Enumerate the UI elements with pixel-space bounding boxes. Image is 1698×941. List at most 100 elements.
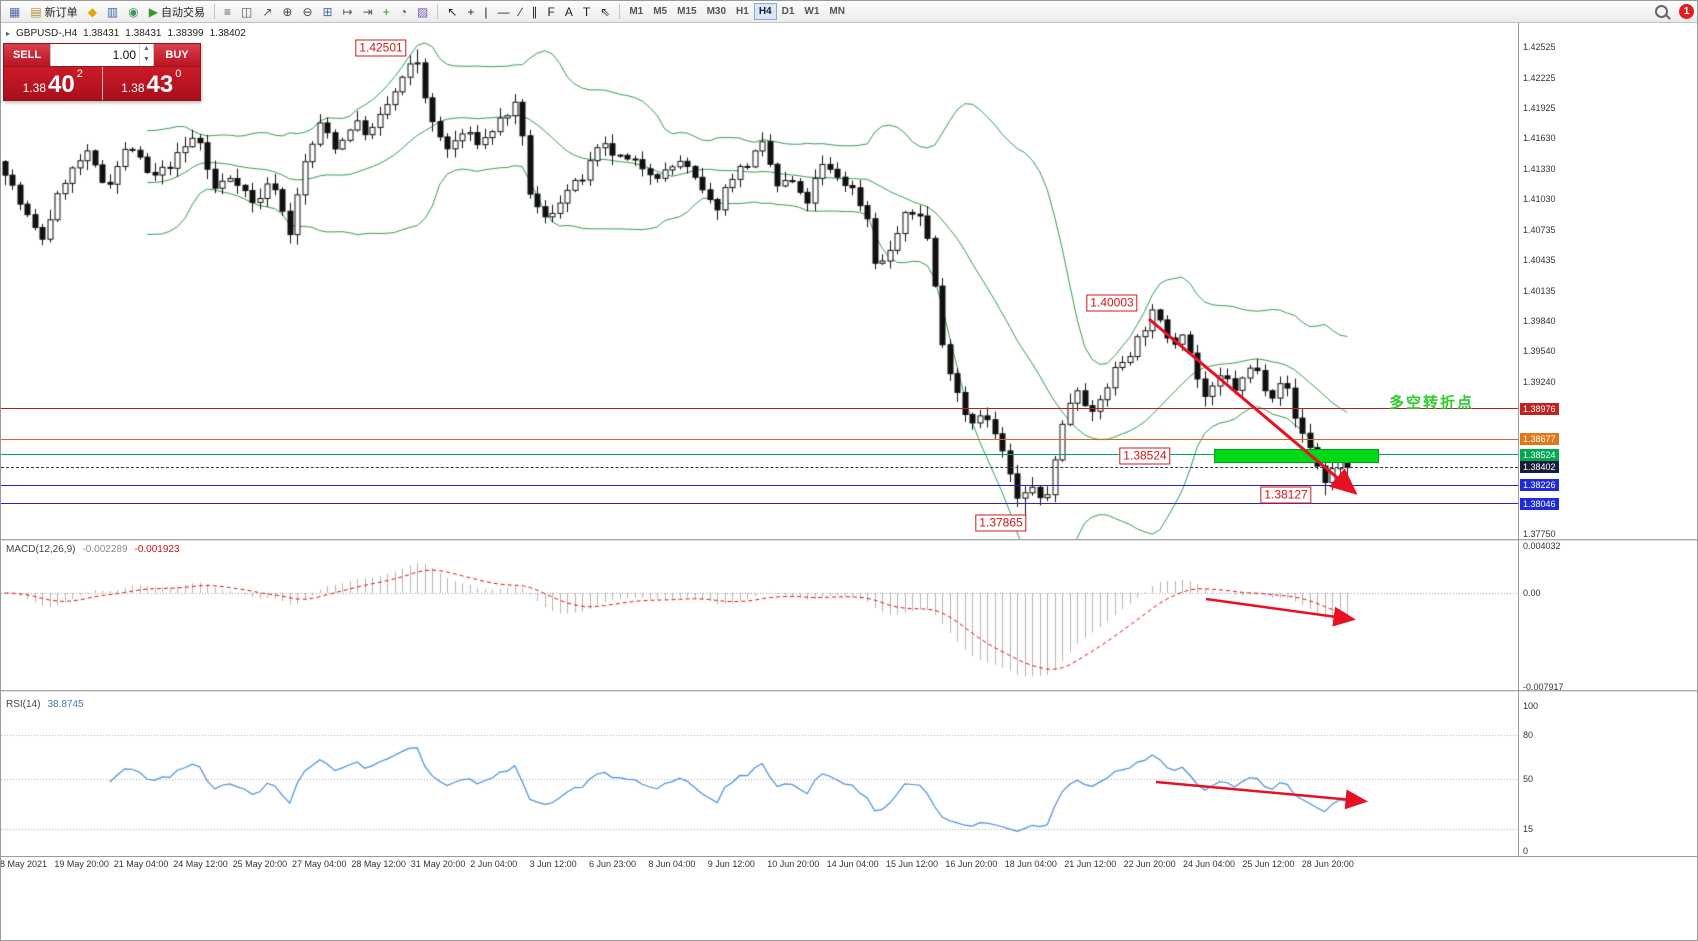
macd-canvas[interactable] xyxy=(1,541,1519,691)
market-watch-icon: ▥ xyxy=(106,4,119,19)
macd-value-main: -0.002289 xyxy=(82,544,128,555)
chart-symbol: GBPUSD-,H4 xyxy=(16,28,78,39)
horizontal-line-button[interactable]: — xyxy=(494,3,514,21)
auto-trading-label: 自动交易 xyxy=(160,6,205,19)
zoom-in-button[interactable]: ⊕ xyxy=(278,3,296,21)
chart-profiles-button[interactable]: ◆ xyxy=(84,3,101,21)
annotation-text[interactable]: 多空转折点 xyxy=(1389,394,1475,412)
crosshair-button[interactable]: + xyxy=(463,3,478,21)
text-button[interactable]: A xyxy=(561,3,577,21)
timeframe-h1-button[interactable]: H1 xyxy=(731,3,754,20)
time-axis-label: 27 May 04:00 xyxy=(292,859,347,869)
trendline-button[interactable]: ∕ xyxy=(516,3,526,21)
panel-divider-rsi[interactable] xyxy=(1,690,1697,692)
level-line-1.38046[interactable] xyxy=(1,503,1518,505)
level-line-1.38226[interactable] xyxy=(1,484,1518,486)
price-callout-1.42501[interactable]: 1.42501 xyxy=(355,39,407,57)
price-axis-tick: 1.41330 xyxy=(1523,163,1556,174)
search-button[interactable] xyxy=(1651,3,1672,21)
level-line-1.38677[interactable] xyxy=(1,438,1518,440)
new-chart-button[interactable]: ▦ xyxy=(5,3,24,21)
timeframe-m1-button[interactable]: M1 xyxy=(624,3,648,20)
ohlc-high: 1.38431 xyxy=(125,28,162,39)
buy-button[interactable]: BUY xyxy=(154,44,200,66)
cursor-button[interactable]: ↖ xyxy=(443,3,461,21)
time-axis-label: 9 Jun 12:00 xyxy=(707,859,755,869)
templates-button[interactable]: ▨ xyxy=(413,3,432,21)
chart-shift-button[interactable]: ⇥ xyxy=(359,3,377,21)
time-axis-label: 8 Jun 04:00 xyxy=(648,859,696,869)
navigator-button[interactable]: ◉ xyxy=(124,3,142,21)
price-axis-tick: 1.39540 xyxy=(1523,346,1556,357)
indicators-icon: + xyxy=(382,4,390,19)
timeframe-d1-button[interactable]: D1 xyxy=(777,3,800,20)
chart-shift-icon: ⇥ xyxy=(362,4,373,19)
time-axis-label: 2 Jun 04:00 xyxy=(470,859,518,869)
support-zone-highlight[interactable] xyxy=(1214,448,1379,463)
vertical-line-button[interactable]: | xyxy=(480,3,491,21)
sell-price[interactable]: 1.38 40 2 xyxy=(4,67,102,100)
price-badge-1.38677: 1.38677 xyxy=(1520,433,1559,446)
macd-axis-tick: -0.007917 xyxy=(1523,682,1564,692)
volume-up-icon[interactable]: ▲ xyxy=(143,45,150,52)
rsi-axis-tick: 15 xyxy=(1523,824,1534,834)
timeframe-mn-button[interactable]: MN xyxy=(824,3,850,20)
volume-stepper: ▲ ▼ xyxy=(50,44,154,66)
equidistant-channel-button[interactable]: ∥ xyxy=(528,3,542,21)
trendline-icon: ∕ xyxy=(519,4,522,19)
timeframe-m30-button[interactable]: M30 xyxy=(702,3,731,20)
horizontal-line-icon: — xyxy=(497,4,510,19)
arrows-objects-button[interactable]: ⇖ xyxy=(596,3,614,21)
price-callout-1.38524[interactable]: 1.38524 xyxy=(1119,447,1171,465)
notification-badge[interactable]: 1 xyxy=(1679,4,1694,19)
auto-scroll-button[interactable]: ↦ xyxy=(339,3,357,21)
text-label-button[interactable]: T xyxy=(579,3,594,21)
price-callout-1.37865[interactable]: 1.37865 xyxy=(975,514,1027,532)
time-axis-label: 31 May 20:00 xyxy=(410,859,466,869)
market-watch-button[interactable]: ▥ xyxy=(103,3,122,21)
price-badge-1.38524: 1.38524 xyxy=(1520,448,1559,461)
text-label-icon: T xyxy=(582,4,591,19)
timeframe-h4-button[interactable]: H4 xyxy=(753,3,777,20)
periods-icon: ◔ xyxy=(399,4,407,19)
crosshair-icon: + xyxy=(467,4,475,19)
level-line-1.38524[interactable] xyxy=(1,454,1518,456)
price-callout-1.40003[interactable]: 1.40003 xyxy=(1086,294,1138,312)
level-line-1.38976[interactable] xyxy=(1,408,1518,410)
timeframe-m15-button[interactable]: M15 xyxy=(672,3,701,20)
volume-input[interactable] xyxy=(51,44,139,66)
timeframe-m5-button[interactable]: M5 xyxy=(648,3,672,20)
rsi-axis-tick: 0 xyxy=(1523,846,1529,856)
price-axis-tick: 1.41630 xyxy=(1523,133,1556,144)
toolbar-separator xyxy=(619,4,621,19)
new-order-button[interactable]: ▤ 新订单 xyxy=(26,3,81,21)
price-badge-1.38976: 1.38976 xyxy=(1520,402,1559,415)
fibonacci-button[interactable]: F xyxy=(544,3,559,21)
timeframe-w1-button[interactable]: W1 xyxy=(799,3,824,20)
price-badge-1.38226: 1.38226 xyxy=(1520,479,1559,492)
panel-divider-macd[interactable] xyxy=(1,539,1697,541)
buy-price[interactable]: 1.38 43 0 xyxy=(103,67,201,100)
tile-windows-button[interactable]: ⊞ xyxy=(319,3,337,21)
price-axis-tick: 1.42525 xyxy=(1523,41,1556,52)
periods-button[interactable]: ◔ xyxy=(396,3,411,21)
level-line-1.38402[interactable] xyxy=(1,466,1518,468)
new-order-icon: ▤ xyxy=(30,4,42,19)
zoom-out-button[interactable]: ⊖ xyxy=(298,3,316,21)
line-chart-button[interactable]: ↗ xyxy=(258,3,276,21)
indicators-button[interactable]: + xyxy=(379,3,394,21)
price-callout-1.38127[interactable]: 1.38127 xyxy=(1260,486,1312,504)
rsi-indicator-label: RSI(14) 38.8745 xyxy=(6,699,84,710)
sell-price-sup: 2 xyxy=(76,68,83,80)
rsi-canvas[interactable] xyxy=(1,693,1519,856)
bar-chart-button[interactable]: ≡ xyxy=(220,3,235,21)
candlestick-chart-button[interactable]: ◫ xyxy=(237,3,256,21)
rsi-value: 38.8745 xyxy=(47,699,84,710)
volume-down-icon[interactable]: ▼ xyxy=(143,56,150,63)
ohlc-low: 1.38399 xyxy=(167,28,204,39)
price-axis-tick: 1.40135 xyxy=(1523,285,1556,296)
trade-panel-controls: SELL ▲ ▼ BUY xyxy=(4,44,200,67)
auto-trading-button[interactable]: ▶ 自动交易 xyxy=(145,3,209,21)
cursor-icon: ↖ xyxy=(447,4,458,19)
sell-button[interactable]: SELL xyxy=(4,44,50,66)
